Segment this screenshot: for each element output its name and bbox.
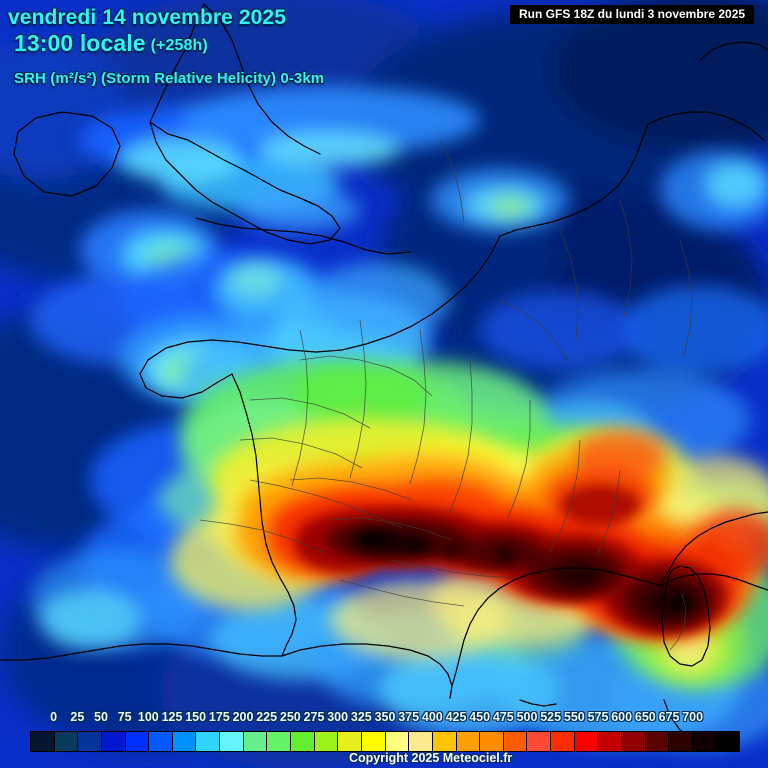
forecast-time-label: 13:00 locale <box>14 30 146 56</box>
color-scale-tick: 200 <box>232 710 254 724</box>
color-scale-cell <box>622 732 646 751</box>
color-scale-cell <box>291 732 315 751</box>
color-scale-cell <box>527 732 552 751</box>
color-scale-cell <box>432 732 457 751</box>
color-scale-tick: 275 <box>303 710 325 724</box>
admin-borders-layer <box>199 139 693 651</box>
color-scale-tick: 75 <box>117 710 132 724</box>
color-scale-tick: 700 <box>682 710 704 724</box>
color-scale-cell <box>125 732 150 751</box>
coastline-layer <box>0 3 768 745</box>
forecast-offset-label: (+258h) <box>150 37 208 54</box>
color-scale-tick: 350 <box>374 710 396 724</box>
color-scale-cell <box>338 732 362 751</box>
color-scale-tick: 550 <box>563 710 585 724</box>
color-scale-cell <box>480 732 504 751</box>
color-scale-cell <box>172 732 197 751</box>
color-scale-tick: 375 <box>398 710 420 724</box>
color-scale-tick: 575 <box>587 710 609 724</box>
color-scale-tick: 450 <box>469 710 491 724</box>
parameter-label: SRH (m²/s²) (Storm Relative Helicity) 0-… <box>14 70 325 87</box>
color-scale-cell <box>243 732 268 751</box>
color-scale-cell <box>78 732 102 751</box>
color-scale-tick: 525 <box>540 710 562 724</box>
color-scale-cell <box>409 732 433 751</box>
color-scale-cell <box>503 732 528 751</box>
color-scale-tick-labels: 0 25 50 75 100 125 150 175 200 225 250 275 300 325 350… <box>0 710 768 728</box>
color-scale-cell <box>196 732 221 751</box>
color-scale-tick: 400 <box>421 710 443 724</box>
color-scale-tick: 250 <box>279 710 301 724</box>
color-scale-cell <box>54 732 79 751</box>
color-scale-cell <box>645 732 670 751</box>
color-scale-cell <box>692 732 717 751</box>
color-scale-tick: 100 <box>137 710 159 724</box>
color-scale-cell <box>361 732 386 751</box>
color-scale-tick: 175 <box>208 710 230 724</box>
model-run-banner: Run GFS 18Z du lundi 3 novembre 2025 <box>510 5 755 24</box>
color-scale-legend: 0 25 50 75 100 125 150 175 200 225 250 275 300 325 350… <box>0 700 768 768</box>
color-scale-cell <box>385 732 410 751</box>
color-scale-cell <box>598 732 623 751</box>
forecast-time-block: 13:00 locale (+258h) <box>14 30 208 57</box>
color-scale-tick: 0 <box>50 710 58 724</box>
color-scale-tick: 325 <box>350 710 372 724</box>
color-scale-cell <box>551 732 575 751</box>
color-scale-cell <box>220 732 244 751</box>
color-scale-tick: 50 <box>94 710 108 724</box>
color-scale-cell <box>456 732 481 751</box>
color-scale-cell <box>31 732 55 751</box>
forecast-date-label: vendredi 14 novembre 2025 <box>8 6 286 29</box>
color-scale-cell <box>267 732 292 751</box>
color-scale-cell <box>716 732 740 751</box>
color-scale-tick: 425 <box>445 710 467 724</box>
color-scale-cell <box>101 732 126 751</box>
color-scale-bar[interactable] <box>30 731 740 752</box>
copyright-label: Copyright 2025 Meteociel.fr <box>349 751 513 765</box>
color-scale-tick: 25 <box>70 710 85 724</box>
color-scale-tick: 225 <box>256 710 278 724</box>
color-scale-tick: 300 <box>327 710 349 724</box>
color-scale-tick: 600 <box>611 710 633 724</box>
color-scale-tick: 125 <box>161 710 183 724</box>
color-scale-tick: 500 <box>516 710 538 724</box>
color-scale-cell <box>314 732 339 751</box>
color-scale-tick: 675 <box>658 710 680 724</box>
color-scale-tick: 150 <box>185 710 207 724</box>
color-scale-cell <box>149 732 173 751</box>
color-scale-tick: 650 <box>634 710 656 724</box>
color-scale-cell <box>574 732 599 751</box>
color-scale-cell <box>669 732 693 751</box>
color-scale-tick: 475 <box>492 710 514 724</box>
field-core-maxima <box>326 518 713 628</box>
